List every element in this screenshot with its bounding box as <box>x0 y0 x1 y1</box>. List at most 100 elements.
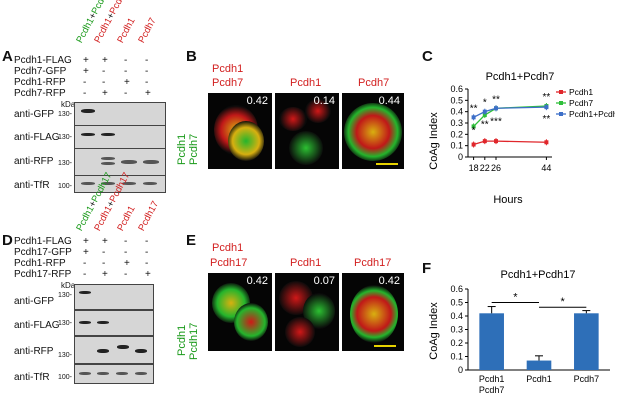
kda-label: kDa <box>61 100 76 109</box>
significance-upper: * <box>483 98 487 109</box>
x-tick-label: Pcdh1 <box>526 374 552 384</box>
mw-marker: 130- <box>58 134 73 141</box>
mw-marker: 100- <box>58 374 73 381</box>
mw-marker: 130- <box>58 292 73 299</box>
mark: + <box>102 55 108 66</box>
y-tick-label: 0.6 <box>450 284 463 294</box>
data-point <box>482 113 487 118</box>
mark: - <box>145 247 149 258</box>
data-point <box>482 109 487 114</box>
micro-label: Pcdh1 <box>290 77 322 89</box>
legend-marker <box>559 90 563 94</box>
micro-label: Pcdh7 <box>358 77 390 89</box>
mark: - <box>124 66 128 77</box>
micro-label: Pcdh1 <box>212 63 244 75</box>
bar <box>574 313 599 370</box>
micro-label: Pcdh17 <box>354 257 392 269</box>
legend-marker <box>559 101 563 105</box>
blot-strip-tfr <box>74 364 154 384</box>
mark: + <box>83 247 89 258</box>
mark: - <box>145 258 149 269</box>
mark: - <box>145 77 149 88</box>
strip-label: anti-GFP <box>14 109 55 120</box>
mw-marker: 130- <box>58 111 73 118</box>
y-tick-label: 0 <box>458 365 463 375</box>
micro-label: Pcdh1 <box>212 242 244 254</box>
micrograph-image: 0.44 <box>341 92 405 170</box>
chart-title: Pcdh1+Pcdh7 <box>486 71 555 83</box>
mark: + <box>83 55 89 66</box>
strip-label: anti-RFP <box>14 156 54 167</box>
mark: - <box>124 247 128 258</box>
mark: + <box>124 258 130 269</box>
row-label: Pcdh1-RFP <box>14 258 66 269</box>
mark: + <box>102 269 108 280</box>
mark: + <box>145 88 151 99</box>
y-tick-label: 0 <box>458 152 463 162</box>
mark: - <box>145 236 149 247</box>
significance-lower: * <box>472 125 476 136</box>
micro-side-label: Pcdh17 <box>188 322 200 360</box>
data-point <box>471 115 476 120</box>
data-point <box>494 106 498 111</box>
y-tick-label: 0.3 <box>450 325 463 335</box>
x-tick-label: Pcdh7 <box>574 374 600 384</box>
mark: - <box>102 77 106 88</box>
significance-label: * <box>561 296 566 308</box>
strip-label: anti-TfR <box>14 180 50 191</box>
row-label: Pcdh17-RFP <box>14 269 72 280</box>
row-label: Pcdh17-GFP <box>14 247 72 258</box>
micro-label: Pcdh7 <box>212 77 244 89</box>
data-point <box>482 139 487 144</box>
significance-upper: ** <box>543 92 551 103</box>
mark: - <box>102 66 106 77</box>
kda-label: kDa <box>61 281 76 290</box>
mark: - <box>83 88 87 99</box>
panel-letter-c: C <box>422 48 433 65</box>
significance-lower: *** <box>490 116 502 127</box>
series-line <box>473 140 547 146</box>
y-tick-label: 0.1 <box>450 352 463 362</box>
micrograph-panel-b: Pcdh1 Pcdh7 Pcdh1 Pcdh7 Pcdh1 Pcdh7 <box>176 55 400 175</box>
bar <box>526 360 552 370</box>
y-tick-label: 0.3 <box>450 118 463 128</box>
blot-strip-rfp <box>74 148 166 176</box>
mark: + <box>102 236 108 247</box>
coag-value: 0.42 <box>378 275 400 287</box>
coag-value: 0.42 <box>246 95 268 107</box>
row-label: Pcdh1-FLAG <box>14 55 72 66</box>
panel-letter-a: A <box>2 48 13 65</box>
y-tick-label: 0.2 <box>450 129 463 139</box>
micro-side-label: Pcdh7 <box>188 133 200 165</box>
lane-header: Pcdh7 <box>136 16 159 45</box>
row-label: Pcdh1-FLAG <box>14 236 72 247</box>
x-tick-label: 26 <box>491 163 501 173</box>
micro-label: Pcdh1 <box>290 257 322 269</box>
micro-side-label: Pcdh1 <box>176 324 188 356</box>
mark: + <box>102 88 108 99</box>
blot-strip-gfp <box>74 284 154 310</box>
x-tick-label: 44 <box>541 163 551 173</box>
mw-marker: 130- <box>58 352 73 359</box>
mark: - <box>145 55 149 66</box>
y-tick-label: 0.4 <box>450 107 463 117</box>
y-tick-label: 0.5 <box>450 298 463 308</box>
strip-label: anti-GFP <box>14 296 55 307</box>
chart-title: Pcdh1+Pcdh17 <box>501 269 576 281</box>
coag-value: 0.14 <box>313 95 335 107</box>
micrograph-image: 0.14 <box>274 92 340 170</box>
coag-value: 0.44 <box>378 95 400 107</box>
mark: - <box>102 258 106 269</box>
mw-marker: 100- <box>58 183 73 190</box>
mw-marker: 130- <box>58 160 73 167</box>
micrograph-image: 0.07 <box>274 272 340 352</box>
blot-strip-flag <box>74 310 154 336</box>
mark: - <box>124 269 128 280</box>
panel-letter-d: D <box>2 232 13 249</box>
micrograph-image: 0.42 <box>207 272 273 352</box>
y-tick-label: 0.6 <box>450 84 463 94</box>
mark: + <box>124 77 130 88</box>
blot-strip-rfp <box>74 336 154 364</box>
mark: + <box>83 236 89 247</box>
x-tick-label: Pcdh7 <box>479 385 505 395</box>
